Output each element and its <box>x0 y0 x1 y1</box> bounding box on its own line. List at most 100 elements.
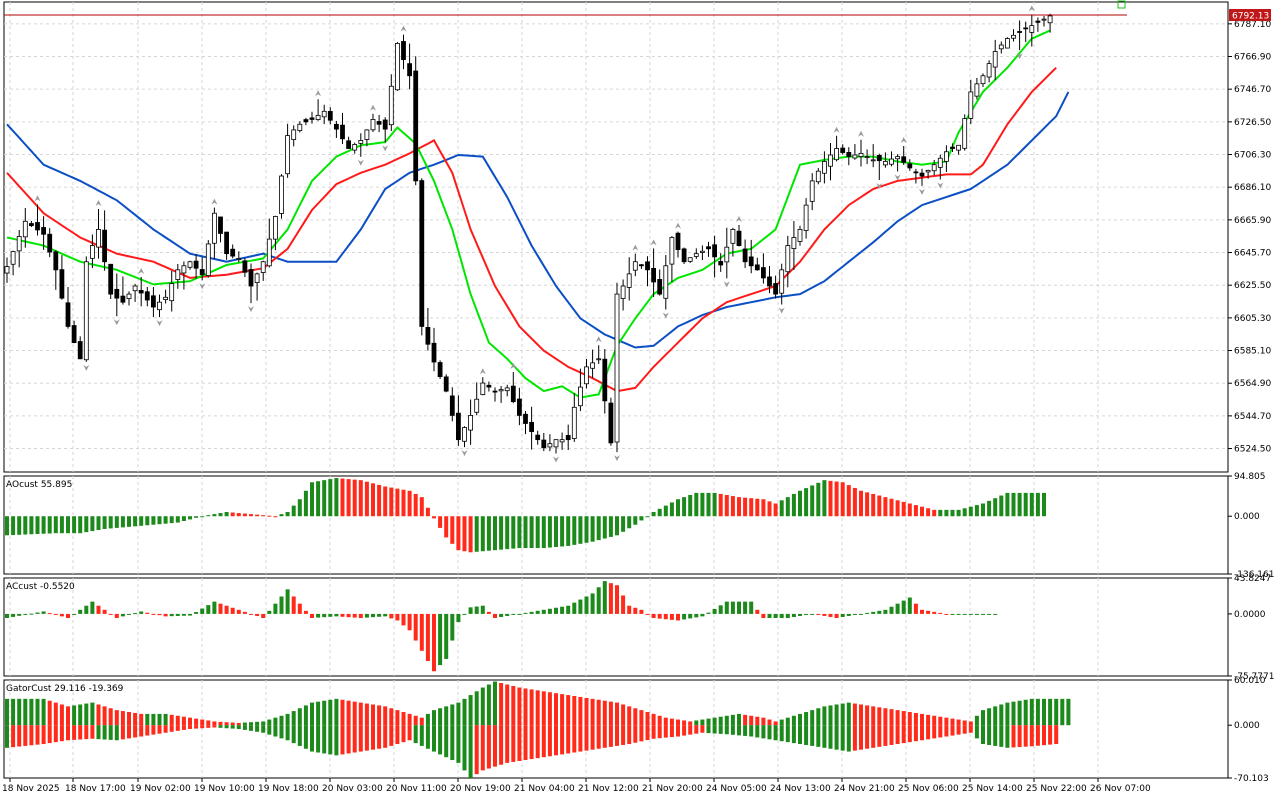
hist-bar <box>218 603 223 614</box>
gator-lower-bar <box>340 725 345 755</box>
hist-bar <box>883 497 888 517</box>
gator-upper-bar <box>999 704 1004 726</box>
gator-upper-bar <box>35 698 40 726</box>
gator-lower-bar <box>651 725 656 739</box>
gator-upper-bar <box>993 706 998 726</box>
hist-bar <box>493 613 497 619</box>
candle-body <box>407 63 413 77</box>
hist-bar <box>572 602 577 614</box>
fractal-down-icon <box>357 159 364 166</box>
candle-body <box>71 325 77 344</box>
gator-upper-bar <box>267 719 272 726</box>
candlesticks[interactable] <box>4 13 1053 454</box>
hist-bar <box>968 506 973 517</box>
hist-bar <box>285 511 290 517</box>
hist-bar <box>242 513 247 517</box>
candle-body <box>730 228 736 244</box>
gator-upper-bar <box>120 711 125 726</box>
candle-body <box>1005 38 1010 49</box>
candle-body <box>541 439 547 449</box>
gator-upper-bar <box>322 700 327 726</box>
candle-body <box>980 75 986 85</box>
candle-body <box>126 293 132 300</box>
candle-body <box>266 238 272 267</box>
gator-lower-bar <box>444 725 449 758</box>
gator-lower-bar <box>535 725 540 759</box>
gator-lower-bar <box>749 725 754 737</box>
gator-upper-bar <box>1011 701 1016 726</box>
hist-bar <box>913 603 918 614</box>
hist-bar <box>474 516 479 552</box>
hist-bar <box>133 516 138 527</box>
hist-bar <box>285 589 290 614</box>
candle-body <box>876 154 882 162</box>
hist-bar <box>767 613 772 619</box>
hist-bar <box>840 613 845 617</box>
fractal-up-icon <box>400 25 407 32</box>
gator-lower-bar <box>17 725 22 747</box>
candle-body <box>16 236 22 252</box>
hist-bar <box>108 613 113 615</box>
gator-upper-bar <box>761 717 766 726</box>
hist-bar <box>438 516 443 528</box>
alligator-teeth-line <box>6 66 1057 393</box>
hist-bar <box>627 516 632 529</box>
gator-lower-bar <box>541 725 546 758</box>
gator-upper-bar <box>41 698 46 726</box>
gator-upper-bar <box>602 700 607 726</box>
gator-upper-bar <box>773 721 778 726</box>
gator-upper-bar <box>730 714 735 726</box>
hist-bar <box>633 516 638 525</box>
hist-bar <box>749 498 754 517</box>
candle-body <box>937 157 943 168</box>
gator-lower-bar <box>566 725 571 754</box>
hist-bar <box>743 601 748 614</box>
candle-body <box>83 261 89 361</box>
hist-bar <box>602 516 607 539</box>
hist-bar <box>865 492 870 517</box>
hist-bar <box>755 609 760 614</box>
gator-lower-bar <box>462 725 467 771</box>
hist-bar <box>944 613 949 615</box>
hist-bar <box>852 487 857 517</box>
hist-bar <box>462 516 467 552</box>
candle-body <box>931 164 937 172</box>
y-tick-label: 0.000 <box>1234 721 1260 731</box>
gator-lower-bar <box>529 725 534 760</box>
x-tick-label: 24 Nov 05:00 <box>706 784 767 794</box>
candle-body <box>187 261 193 268</box>
hist-bar <box>718 605 723 614</box>
hist-bar <box>895 500 900 517</box>
y-tick-label: 6524.50 <box>1234 445 1271 455</box>
candle-body <box>565 435 571 441</box>
hist-bar <box>316 481 321 517</box>
candle-body <box>114 288 120 299</box>
gator-lower-bar <box>547 725 552 757</box>
gator-upper-bar <box>1066 698 1071 726</box>
x-tick-label: 20 Nov 03:00 <box>322 784 383 794</box>
candle-body <box>797 228 803 242</box>
candle-body <box>315 114 321 120</box>
gator-lower-bar <box>102 725 107 740</box>
hist-bar <box>712 608 717 614</box>
candle-body <box>614 293 620 443</box>
gator-upper-bar <box>230 722 235 726</box>
gator-upper-bar <box>1048 698 1053 726</box>
hist-bar <box>175 516 180 523</box>
hist-bar <box>23 516 28 535</box>
hist-bar <box>480 516 485 552</box>
hist-bar <box>871 493 876 517</box>
gator-upper-bar <box>438 708 443 726</box>
gator-lower-bar <box>1011 725 1016 748</box>
hist-bar <box>303 490 308 517</box>
gator-upper-bar <box>871 706 876 726</box>
gator-upper-bar <box>151 713 156 726</box>
candle-body <box>736 230 742 246</box>
gator-upper-bar <box>395 710 400 726</box>
y-tick-label: 0.0000 <box>1234 610 1266 620</box>
hist-bar <box>157 516 162 525</box>
gator-upper-bar <box>706 718 711 726</box>
gator-upper-bar <box>407 713 412 726</box>
gator-lower-bar <box>407 725 412 741</box>
